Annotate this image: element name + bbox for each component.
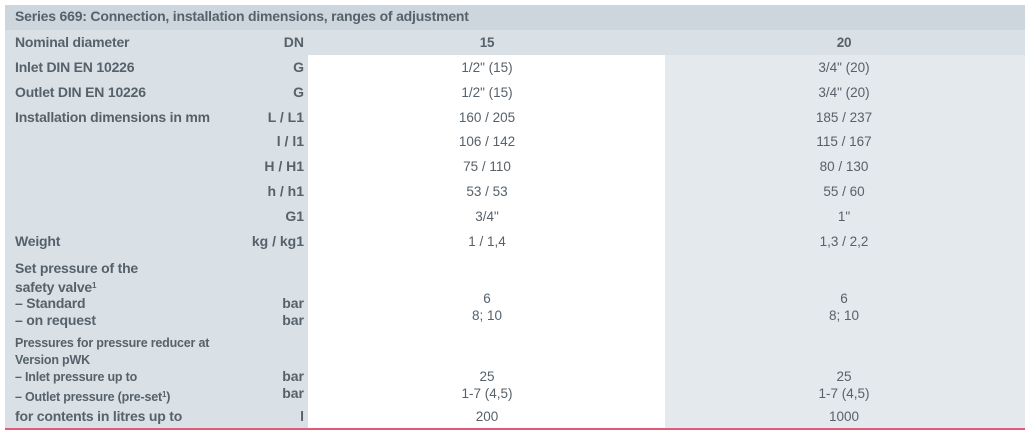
row-unit: l / l1 (276, 133, 304, 150)
row-unit: H / H1 (264, 158, 304, 175)
row-value-dn20: 1" (837, 208, 851, 224)
reducer-inlet-label: – Inlet pressure up to (15, 370, 138, 384)
row-unit: h / h1 (267, 183, 304, 199)
reducer-inlet-dn15: 25 (479, 369, 495, 384)
row-unit: kg / kg1 (251, 232, 304, 249)
row-value-dn15: 75 / 110 (463, 159, 511, 175)
footnote-marker: 1 (161, 390, 167, 399)
label-column-bg (5, 5, 308, 428)
safety-unit-request: bar (282, 312, 304, 328)
reducer-outlet-dn15: 1-7 (4,5) (461, 386, 513, 401)
row-value-dn15: 3/4" (475, 208, 499, 224)
row-label: Inlet DIN EN 10226 (15, 59, 135, 75)
safety-standard-dn20: 6 (840, 291, 848, 306)
row-value-dn15: 53 / 53 (466, 184, 508, 199)
row-label: Outlet DIN EN 10226 (15, 83, 146, 100)
row-label: Installation dimensions in mm (15, 108, 210, 125)
safety-request-dn15: 8; 10 (471, 308, 503, 323)
header-dn20: 20 (836, 35, 852, 50)
safety-request-label: – on request (15, 312, 96, 328)
row-value-dn15: 1 / 1,4 (468, 233, 506, 249)
row-value-dn20: 1,3 / 2,2 (819, 233, 869, 249)
header-label: Nominal diameter (15, 34, 130, 50)
header-row-bg (5, 30, 1025, 55)
row-value-dn15: 160 / 205 (458, 109, 516, 125)
reducer-outlet-dn20: 1-7 (4,5) (818, 386, 870, 401)
safety-unit-standard: bar (282, 295, 304, 311)
reducer-outlet-label: – Outlet pressure (pre-set1) (15, 390, 171, 404)
closing-paren: ) (166, 390, 171, 404)
safety-request-dn20: 8; 10 (828, 308, 860, 323)
contents-label: for contents in litres up to (15, 408, 183, 424)
contents-unit: l (300, 408, 304, 424)
contents-dn20: 1000 (828, 409, 860, 424)
reducer-unit-inlet: bar (282, 368, 304, 384)
contents-dn15: 200 (475, 409, 499, 424)
row-value-dn20: 185 / 237 (815, 109, 873, 125)
row-unit: G1 (285, 207, 304, 224)
reducer-label-1: Pressures for pressure reducer at (15, 336, 210, 350)
row-label: Weight (15, 232, 61, 249)
safety-standard-dn15: 6 (483, 291, 491, 306)
header-unit: DN (283, 34, 304, 50)
row-value-dn15: 1/2" (15) (461, 84, 513, 100)
safety-label-2: safety valve1 (15, 279, 97, 295)
safety-label-1: Set pressure of the (15, 260, 139, 276)
reducer-unit-outlet: bar (282, 385, 304, 401)
footnote-marker: 1 (92, 281, 97, 290)
reducer-label-2: Version pWK (15, 353, 90, 367)
row-value-dn20: 80 / 130 (819, 159, 869, 175)
reducer-inlet-dn20: 25 (836, 369, 852, 384)
row-value-dn20: 55 / 60 (823, 184, 865, 199)
row-value-dn20: 3/4" (20) (818, 60, 870, 75)
row-unit: L / L1 (267, 108, 304, 125)
row-value-dn15: 106 / 142 (458, 134, 516, 150)
row-value-dn20: 115 / 167 (816, 134, 872, 150)
safety-standard-label: – Standard (15, 295, 86, 311)
table-title: Series 669: Connection, installation dim… (15, 8, 469, 24)
row-unit: G (293, 59, 304, 75)
col20-bg (665, 5, 1025, 428)
row-value-dn15: 1/2" (15) (461, 60, 513, 75)
row-value-dn20: 3/4" (20) (818, 84, 870, 100)
bottom-line (5, 428, 1025, 430)
row-unit: G (293, 83, 304, 100)
title-bar (5, 5, 1025, 30)
header-dn15: 15 (479, 35, 495, 50)
